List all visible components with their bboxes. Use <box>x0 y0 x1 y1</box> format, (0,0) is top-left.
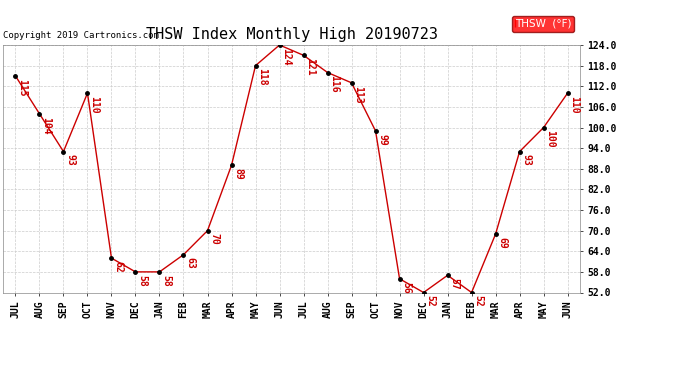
Text: 52: 52 <box>426 295 435 307</box>
Text: 121: 121 <box>306 58 315 76</box>
Text: 93: 93 <box>522 154 531 166</box>
Text: 63: 63 <box>186 258 195 269</box>
Text: 58: 58 <box>137 274 148 286</box>
Text: 69: 69 <box>497 237 508 249</box>
Text: 115: 115 <box>17 79 28 96</box>
Text: 52: 52 <box>473 295 484 307</box>
Text: 110: 110 <box>569 96 580 114</box>
Text: 93: 93 <box>66 154 75 166</box>
Text: 104: 104 <box>41 117 51 134</box>
Legend: THSW  (°F): THSW (°F) <box>512 15 574 32</box>
Text: 57: 57 <box>449 278 460 290</box>
Text: 70: 70 <box>210 233 219 245</box>
Text: Copyright 2019 Cartronics.com: Copyright 2019 Cartronics.com <box>3 31 159 40</box>
Text: 116: 116 <box>330 75 339 93</box>
Text: 56: 56 <box>402 282 411 293</box>
Text: 113: 113 <box>353 86 364 103</box>
Text: 118: 118 <box>257 68 268 86</box>
Text: 62: 62 <box>113 261 124 273</box>
Text: 99: 99 <box>377 134 388 146</box>
Text: 58: 58 <box>161 274 171 286</box>
Text: 124: 124 <box>282 48 291 65</box>
Text: 100: 100 <box>546 130 555 148</box>
Title: THSW Index Monthly High 20190723: THSW Index Monthly High 20190723 <box>146 27 437 42</box>
Text: 110: 110 <box>90 96 99 114</box>
Text: 89: 89 <box>233 168 244 180</box>
